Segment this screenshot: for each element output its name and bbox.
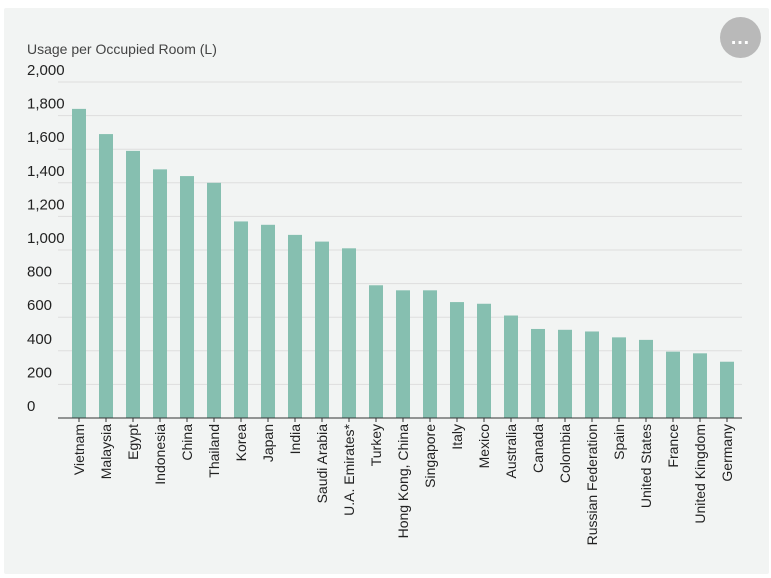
bar xyxy=(477,303,491,418)
bar xyxy=(666,351,680,418)
x-tick-label: Thailand xyxy=(206,424,222,478)
y-tick-label: 1,800 xyxy=(27,96,65,113)
y-tick-label: 400 xyxy=(27,331,52,348)
x-tick-label: U.A. Emirates* xyxy=(341,423,357,515)
x-tick-label: Russian Federation xyxy=(584,424,600,545)
bar xyxy=(153,169,167,418)
y-tick-label: 1,600 xyxy=(27,129,65,146)
bar xyxy=(342,248,356,418)
x-tick-label: Italy xyxy=(449,424,465,450)
bar xyxy=(693,353,707,418)
y-tick-label: 2,000 xyxy=(27,62,65,79)
bar xyxy=(612,337,626,418)
x-tick-label: Turkey xyxy=(368,424,384,466)
x-tick-label: Mexico xyxy=(476,424,492,469)
bar xyxy=(369,285,383,418)
x-tick-label: Canada xyxy=(530,424,546,473)
x-tick-label: Malaysia xyxy=(98,424,114,479)
bar xyxy=(180,176,194,418)
x-tick-label: Japan xyxy=(260,424,276,462)
x-tick-label: Singapore xyxy=(422,424,438,488)
x-tick-label: Australia xyxy=(503,424,519,479)
bar xyxy=(558,329,572,418)
x-tick-label: United States xyxy=(638,424,654,508)
bar xyxy=(72,108,86,418)
bar xyxy=(288,234,302,418)
x-tick-label: Germany xyxy=(719,424,735,482)
x-tick-label: Indonesia xyxy=(152,424,168,485)
y-tick-label: 1,000 xyxy=(27,230,65,247)
bar xyxy=(720,361,734,418)
bar xyxy=(450,302,464,418)
x-tick-label: Saudi Arabia xyxy=(314,424,330,504)
x-tick-label: France xyxy=(665,424,681,468)
bar xyxy=(423,290,437,418)
y-tick-label: 800 xyxy=(27,264,52,281)
bar xyxy=(261,224,275,418)
bar xyxy=(99,134,113,418)
y-axis-label: Usage per Occupied Room (L) xyxy=(27,41,217,57)
bar xyxy=(126,150,140,418)
bar xyxy=(315,241,329,418)
more-options-button[interactable]: … xyxy=(720,17,761,58)
bar xyxy=(531,328,545,418)
y-tick-label: 1,400 xyxy=(27,163,65,180)
y-tick-label: 0 xyxy=(27,398,35,415)
x-tick-label: Egypt xyxy=(125,424,141,460)
more-horizontal-icon: … xyxy=(730,26,751,49)
y-tick-label: 200 xyxy=(27,364,52,381)
bar xyxy=(585,331,599,418)
y-tick-label: 1,200 xyxy=(27,196,65,213)
x-tick-label: United Kingdom xyxy=(692,424,708,524)
x-tick-label: Hong Kong, China xyxy=(395,424,411,539)
bar xyxy=(504,315,518,418)
y-tick-label: 600 xyxy=(27,297,52,314)
x-tick-label: Vietnam xyxy=(71,424,87,475)
bar xyxy=(234,221,248,418)
bar xyxy=(207,182,221,418)
x-tick-label: India xyxy=(287,424,303,455)
x-tick-label: Spain xyxy=(611,424,627,460)
x-tick-label: China xyxy=(179,424,195,461)
bar xyxy=(639,339,653,418)
x-tick-label: Korea xyxy=(233,424,249,462)
bar xyxy=(396,290,410,418)
x-tick-label: Colombia xyxy=(557,424,573,483)
